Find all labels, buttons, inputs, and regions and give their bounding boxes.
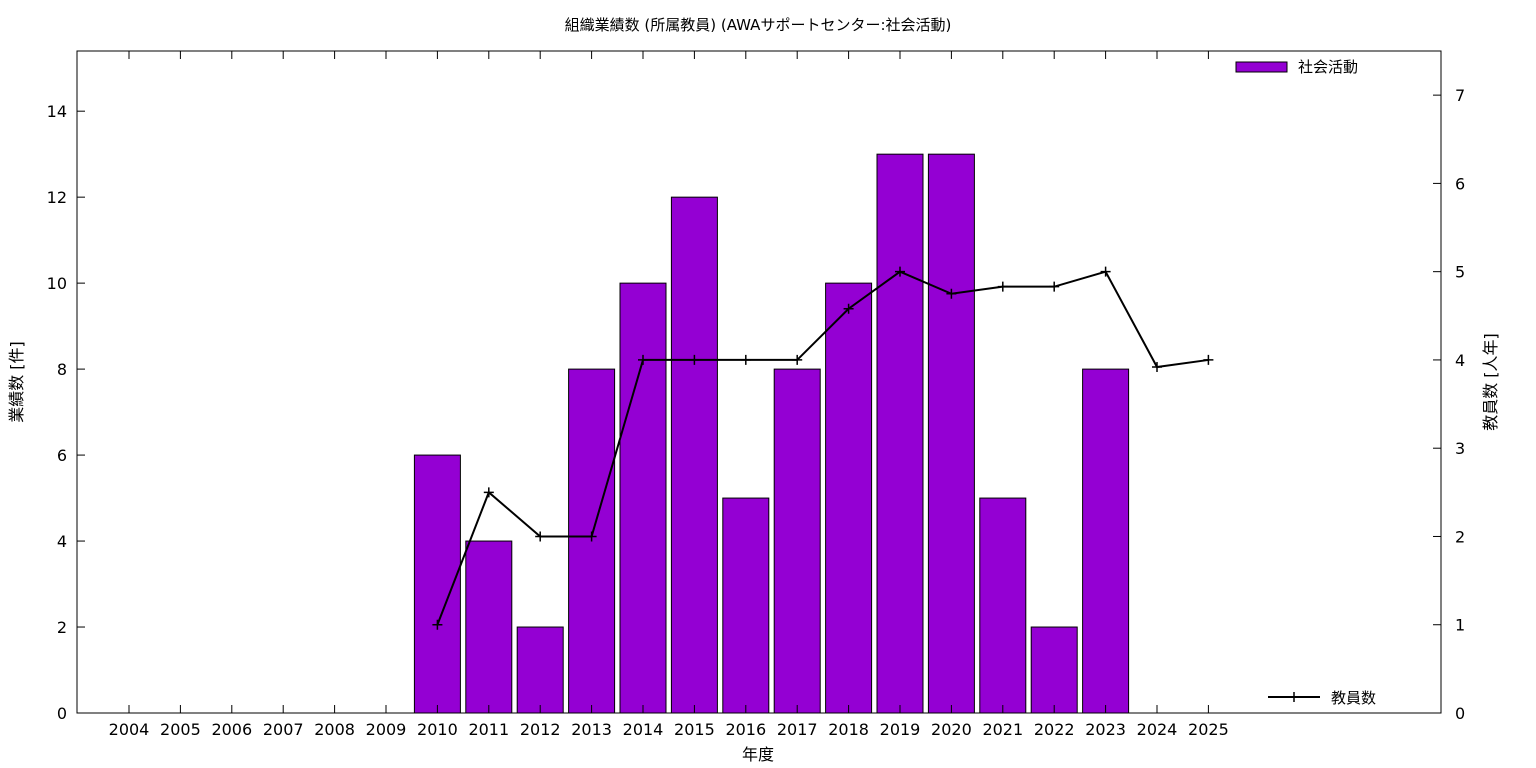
line-point xyxy=(740,354,751,365)
x-tick-label: 2007 xyxy=(263,720,304,739)
legend-bar-swatch xyxy=(1235,61,1288,73)
x-tick-label: 2024 xyxy=(1137,720,1178,739)
line-series xyxy=(432,266,1214,630)
line-point xyxy=(997,281,1008,292)
x-tick-label: 2010 xyxy=(417,720,458,739)
x-tick-label: 2018 xyxy=(828,720,869,739)
bar xyxy=(825,282,873,714)
y-tick-label: 4 xyxy=(57,532,67,551)
y-tick-label: 2 xyxy=(57,618,67,637)
x-tick-label: 2020 xyxy=(931,720,972,739)
bar xyxy=(1030,626,1078,714)
bar xyxy=(516,626,564,714)
x-tick-label: 2022 xyxy=(1034,720,1075,739)
y-axis-ticks: 0 2 4 6 8 10 12 14 xyxy=(47,102,85,723)
x-tick-label: 2017 xyxy=(777,720,818,739)
y2-tick-label: 6 xyxy=(1455,174,1465,193)
line-point xyxy=(638,354,648,365)
line-point xyxy=(1203,354,1214,365)
x-tick-label: 2009 xyxy=(366,720,407,739)
x-tick-label: 2004 xyxy=(109,720,150,739)
y-tick-label: 0 xyxy=(57,704,67,723)
x-tick-label: 2025 xyxy=(1188,720,1229,739)
bar xyxy=(670,196,718,714)
bar-series xyxy=(413,153,1130,714)
x-tick-label: 2023 xyxy=(1085,720,1126,739)
bar xyxy=(876,153,924,714)
line-point xyxy=(843,303,854,314)
line-point xyxy=(1152,361,1162,372)
bar xyxy=(1082,368,1130,714)
y2-tick-label: 1 xyxy=(1455,616,1465,635)
legend-bar-label: 社会活動 xyxy=(1298,58,1358,76)
bar xyxy=(773,368,821,714)
line-point xyxy=(483,487,494,498)
line-point xyxy=(689,354,700,365)
y-tick-label: 12 xyxy=(47,188,67,207)
line-path xyxy=(436,270,1209,626)
legend-line-label: 教員数 xyxy=(1331,689,1376,707)
bar xyxy=(927,153,975,714)
x-tick-label: 2016 xyxy=(725,720,766,739)
line-point xyxy=(895,266,905,277)
bar xyxy=(465,540,513,714)
legend: 社会活動 教員数 xyxy=(1235,58,1376,707)
y2-tick-label: 3 xyxy=(1455,439,1465,458)
x-axis-ticks: 2004 2005 2006 2007 2008 2009 2010 2011 2012 2013… xyxy=(109,51,1229,739)
y-tick-label: 10 xyxy=(47,274,67,293)
y-tick-label: 6 xyxy=(57,446,67,465)
x-axis-label: 年度 xyxy=(742,745,774,764)
x-tick-label: 2006 xyxy=(211,720,252,739)
y-tick-label: 14 xyxy=(47,102,67,121)
y2-tick-label: 7 xyxy=(1455,86,1465,105)
y2-tick-label: 4 xyxy=(1455,351,1465,370)
x-tick-label: 2008 xyxy=(314,720,355,739)
bar xyxy=(722,497,770,714)
y-tick-label: 8 xyxy=(57,360,67,379)
x-tick-label: 2005 xyxy=(160,720,201,739)
x-tick-label: 2015 xyxy=(674,720,715,739)
x-tick-label: 2014 xyxy=(623,720,664,739)
y2-tick-label: 0 xyxy=(1455,704,1465,723)
y2-axis-ticks: 0 1 2 3 4 5 6 7 xyxy=(1433,86,1465,723)
line-point xyxy=(946,288,957,299)
line-point xyxy=(432,619,443,630)
line-point xyxy=(1049,281,1060,292)
x-tick-label: 2011 xyxy=(468,720,509,739)
y2-axis-label: 教員数 [人年] xyxy=(1481,333,1500,431)
line-point xyxy=(1100,266,1111,277)
bar xyxy=(619,282,667,714)
x-tick-label: 2021 xyxy=(982,720,1023,739)
x-tick-label: 2013 xyxy=(571,720,612,739)
bar xyxy=(979,497,1027,714)
line-point xyxy=(586,531,597,542)
line-point xyxy=(792,354,803,365)
y2-tick-label: 5 xyxy=(1455,263,1465,282)
chart-title: 組織業績数 (所属教員) (AWAサポートセンター:社会活動) xyxy=(565,16,952,34)
line-point xyxy=(535,531,546,542)
x-tick-label: 2019 xyxy=(880,720,921,739)
y2-tick-label: 2 xyxy=(1455,527,1465,546)
x-tick-label: 2012 xyxy=(520,720,561,739)
y-axis-label: 業績数 [件] xyxy=(7,341,26,423)
